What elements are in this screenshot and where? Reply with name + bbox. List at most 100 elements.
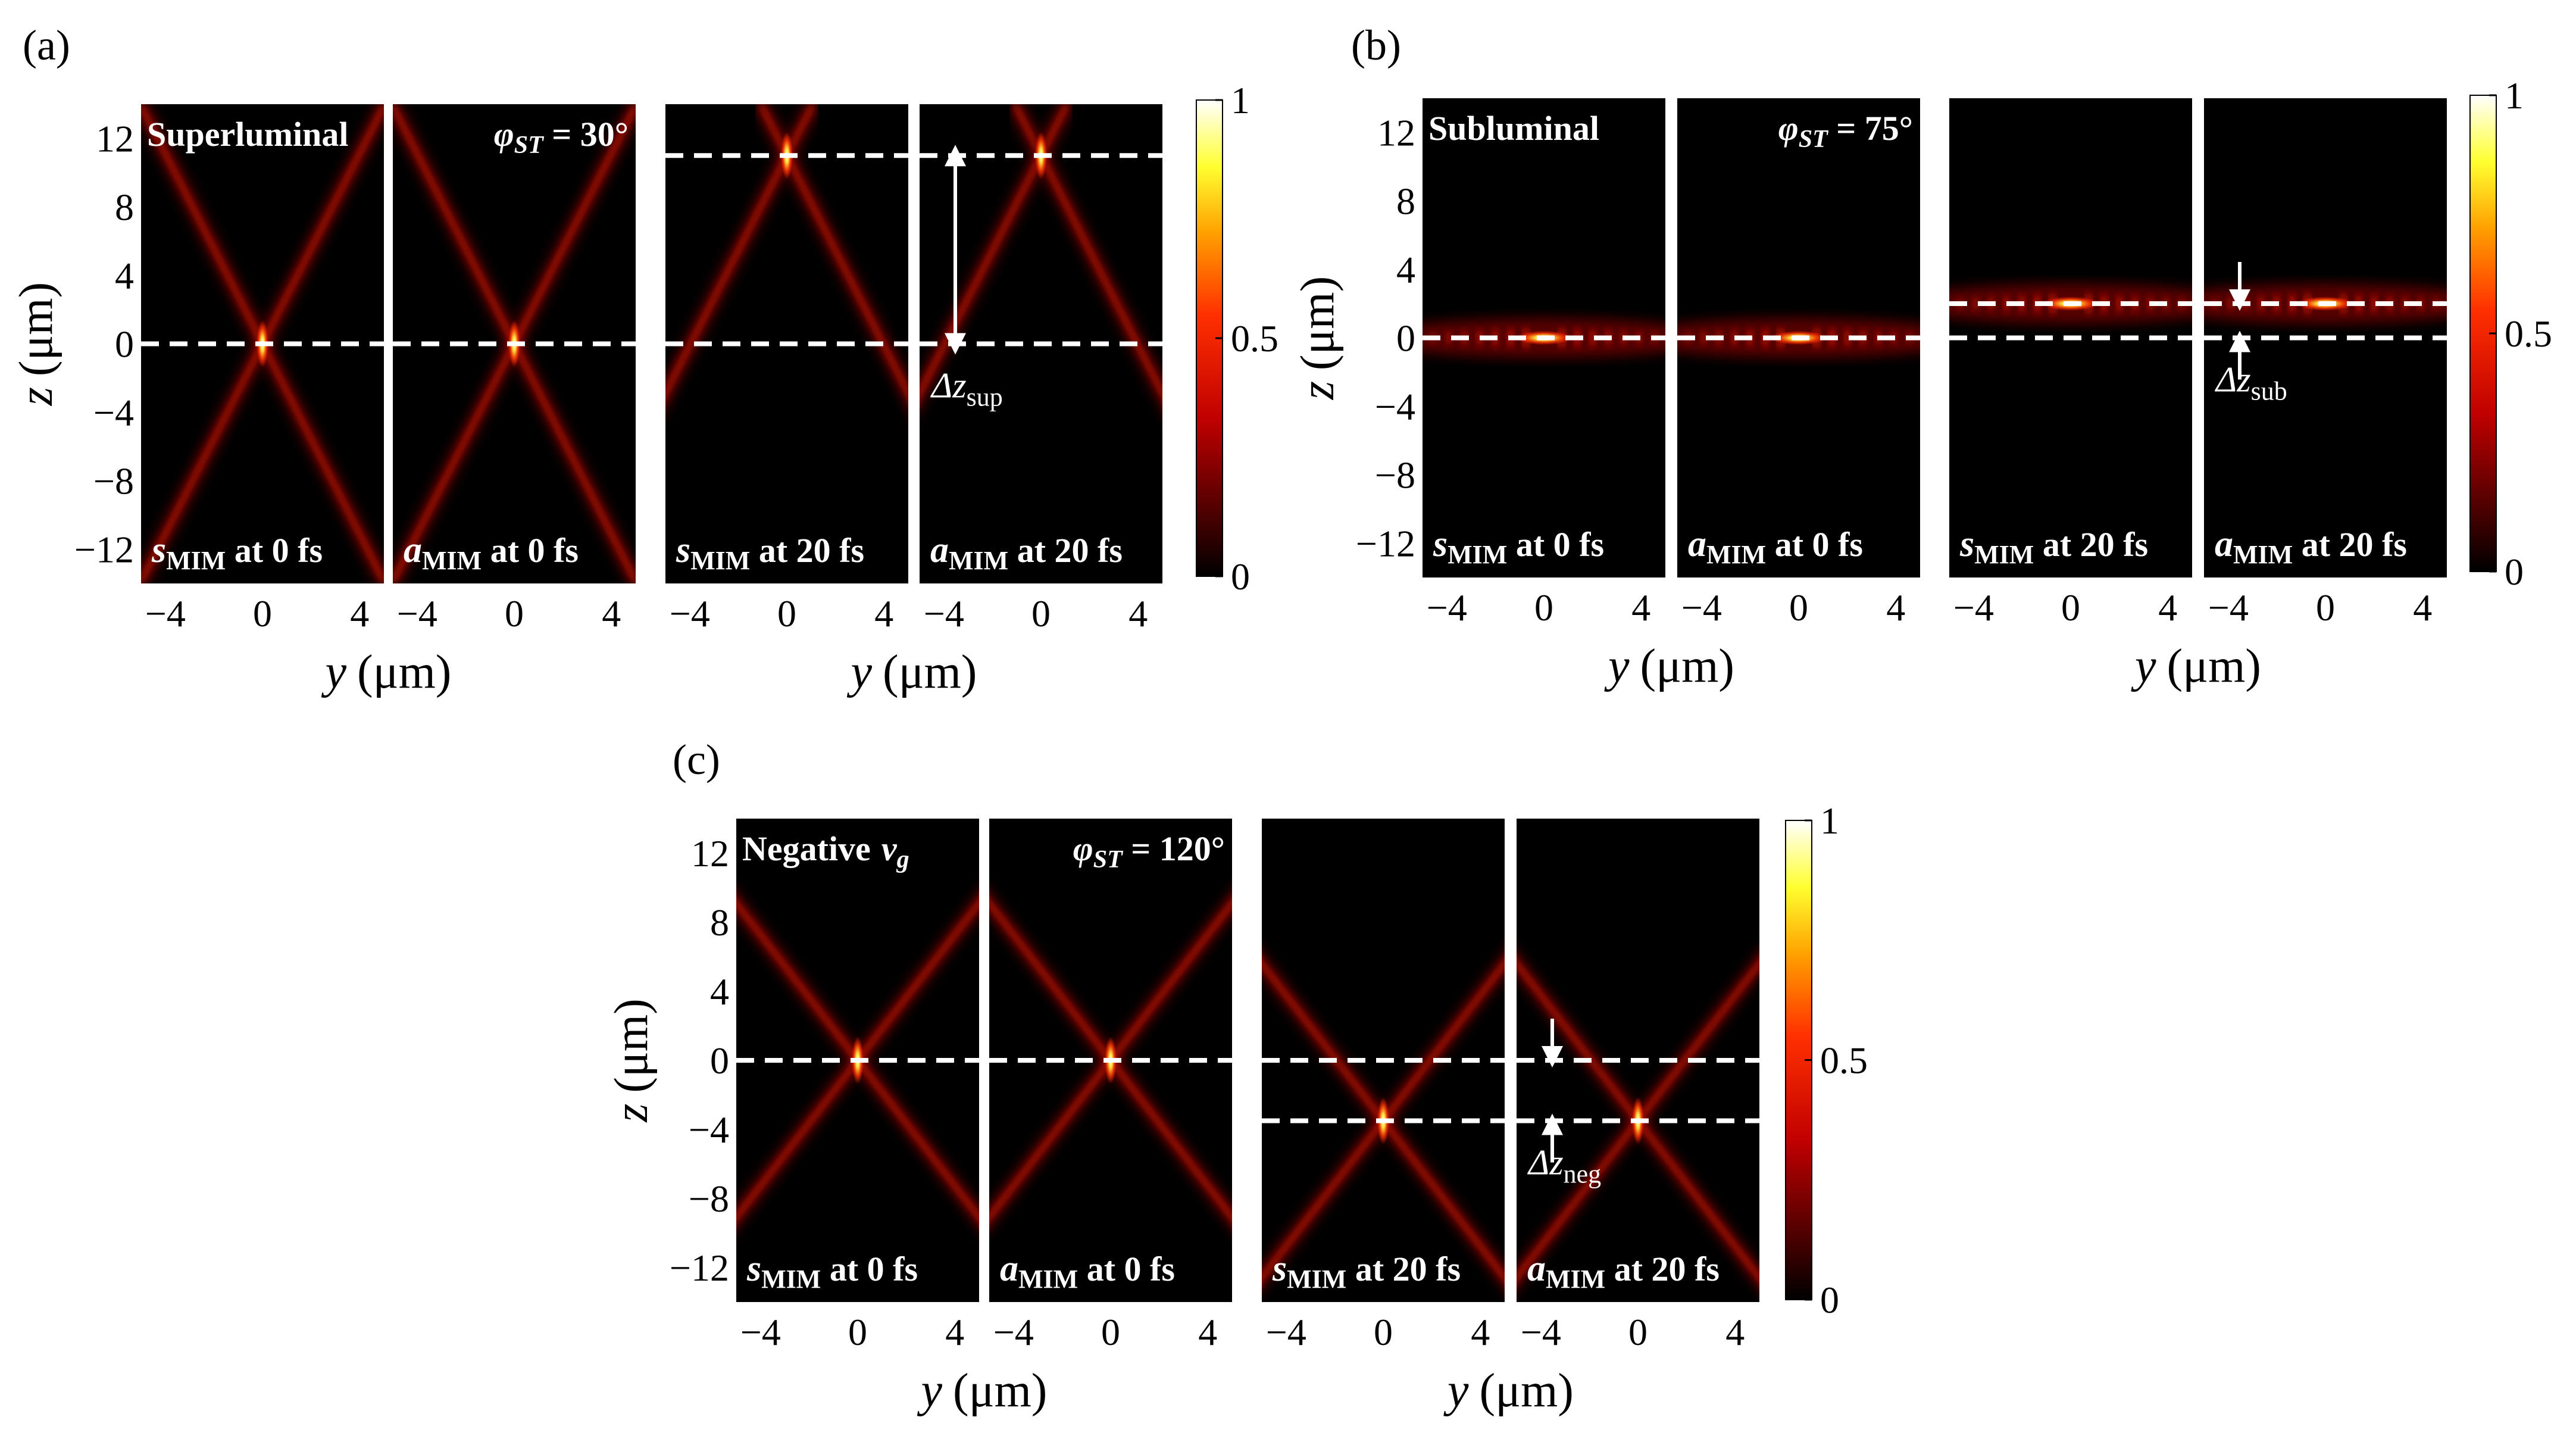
y-tick-label: −4 [1266, 1311, 1306, 1353]
y-tick-label: 0 [848, 1311, 867, 1353]
frame-field: s [1272, 1248, 1287, 1289]
y-tick-label: 0 [2061, 586, 2080, 629]
y-tick-label: 0 [1628, 1311, 1647, 1353]
frame-field: s [676, 530, 690, 570]
frame-label: sMIM at 20 fs [1959, 524, 2148, 569]
z-tick-label: 8 [115, 186, 134, 229]
frame-time: at 20 fs [750, 531, 864, 570]
panel-label: (a) [23, 21, 70, 69]
heatmap-frame: aMIM at 0 fs φST = 120° [989, 819, 1232, 1302]
regime-label: Subluminal [1428, 109, 1599, 148]
y-tick-label: 4 [1631, 586, 1650, 629]
y-tick-label: 4 [350, 592, 369, 635]
band-fringe [2196, 297, 2203, 310]
angle-value: = 75° [1828, 109, 1913, 148]
colorbar-tick-label: 1 [1231, 79, 1250, 121]
band-fringe [1972, 296, 1979, 311]
frame-field-sub: MIM [1018, 1265, 1078, 1294]
beam-arm [260, 104, 384, 345]
z-tick-label: 4 [710, 970, 729, 1013]
y-tick-label: −4 [145, 592, 186, 635]
z-axis-label: z (μm) [605, 998, 658, 1123]
heatmap-field [920, 104, 1162, 411]
frame-label: sMIM at 20 fs [676, 530, 864, 575]
y-axis-var: y [1443, 1365, 1469, 1417]
heatmap-field [665, 104, 908, 411]
regime-label: Superluminal [147, 115, 348, 154]
beam-arm [856, 900, 979, 1062]
z-tick-label: 8 [1396, 180, 1415, 223]
y-axis-unit: (μm) [2167, 640, 2261, 692]
frame-field-sub: MIM [166, 546, 226, 575]
y-axis-unit: (μm) [1640, 640, 1734, 692]
angle-label: φST = 75° [1778, 109, 1913, 153]
frame-label: sMIM at 20 fs [1272, 1248, 1461, 1294]
beam-arm [260, 342, 384, 583]
angle-symbol: φ [494, 115, 514, 154]
beam-arm [512, 104, 636, 345]
y-axis-label: y (μm) [1604, 640, 1734, 692]
angle-sub: ST [1093, 846, 1124, 873]
heatmap-field [1262, 951, 1505, 1291]
beam-arm [920, 154, 1043, 398]
z-axis-var: z [10, 387, 62, 406]
y-tick-label: −4 [924, 592, 964, 635]
band-fringe [1667, 332, 1674, 345]
y-tick-label: 0 [777, 592, 796, 635]
frame-label: sMIM at 0 fs [151, 530, 323, 575]
y-tick-label: 0 [1534, 586, 1553, 629]
y-tick-label: 4 [1198, 1311, 1217, 1353]
z-axis-label: z (μm) [1292, 276, 1344, 401]
beam-arm [1262, 960, 1385, 1122]
frame-time: at 20 fs [2034, 525, 2148, 564]
frame-field-sub: MIM [1706, 540, 1766, 569]
z-tick-label: −4 [93, 392, 134, 434]
heatmap-frame: sMIM at 20 fs [1949, 98, 2200, 577]
y-tick-label: −4 [1681, 586, 1722, 629]
frame-time: at 0 fs [1507, 525, 1604, 564]
frame-time: at 0 fs [1078, 1250, 1175, 1288]
z-tick-label: 8 [710, 901, 729, 944]
z-tick-label: 0 [1396, 317, 1415, 360]
frame-label: aMIM at 0 fs [1688, 524, 1863, 569]
z-tick-label: 4 [115, 255, 134, 297]
frame-field-sub: MIM [1287, 1265, 1346, 1294]
y-axis-label: y (μm) [917, 1365, 1048, 1417]
regime-text: Subluminal [1428, 109, 1599, 148]
frame-label: aMIM at 20 fs [2215, 524, 2407, 569]
angle-symbol: φ [1073, 829, 1093, 868]
beam-arm [1636, 960, 1759, 1122]
angle-sub: ST [1799, 126, 1829, 153]
frame-field: a [2215, 524, 2233, 564]
y-axis-unit: (μm) [883, 646, 977, 698]
panel-label: (b) [1351, 21, 1401, 69]
regime-var-sub: g [896, 846, 909, 873]
y-tick-label: −4 [1953, 586, 1994, 629]
z-tick-label: 12 [96, 118, 134, 160]
angle-sub: ST [514, 132, 545, 159]
panel-a: (a)sMIM at 0 fsSuperluminal12840−4−8−12−… [10, 21, 1278, 698]
z-axis-var: z [605, 1104, 658, 1123]
y-tick-label: 4 [1471, 1311, 1490, 1353]
colorbar-tick-label: 0 [1820, 1279, 1839, 1321]
frame-time: at 0 fs [821, 1250, 918, 1288]
beam-arm [1381, 960, 1505, 1122]
z-tick-label: −12 [1356, 523, 1415, 565]
z-tick-label: −12 [670, 1247, 729, 1289]
beam-arm [856, 1059, 979, 1221]
angle-symbol: φ [1778, 109, 1799, 148]
y-tick-label: 0 [1031, 592, 1051, 635]
beam-arm [141, 104, 265, 345]
beam-arm [1517, 1119, 1640, 1281]
frame-field: s [746, 1248, 761, 1289]
heatmap-frame: aMIM at 20 fs Δzsup [920, 104, 1162, 583]
band-fringe [1700, 330, 1707, 346]
y-tick-label: 0 [2316, 586, 2335, 629]
heatmap-frame: sMIM at 0 fs Subluminal [1423, 98, 1674, 577]
band-fringe [2193, 297, 2200, 310]
angle-value: = 120° [1123, 829, 1225, 868]
y-axis-label: y (μm) [321, 646, 452, 698]
y-tick-label: 0 [253, 592, 272, 635]
